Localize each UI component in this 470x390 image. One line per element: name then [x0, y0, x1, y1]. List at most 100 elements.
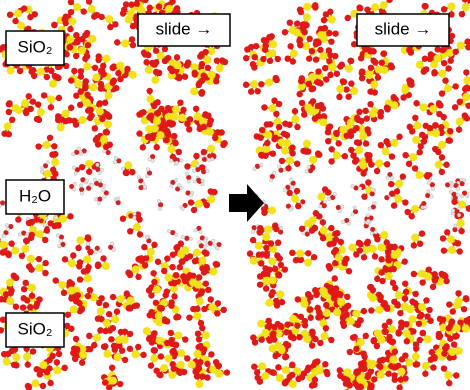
silicon-atom	[202, 331, 210, 339]
silicon-atom	[394, 195, 402, 203]
hydrogen-atom	[180, 186, 184, 190]
silicon-atom	[11, 247, 19, 255]
oxygen-atom	[42, 237, 48, 243]
oxygen-atom	[47, 380, 53, 386]
silicon-atom	[189, 279, 197, 287]
oxygen-atom	[53, 277, 59, 283]
oxygen-atom	[326, 30, 332, 36]
hydrogen-atom	[0, 204, 2, 208]
silicon-atom	[68, 17, 76, 25]
oxygen-atom	[202, 49, 208, 55]
silicon-atom	[264, 131, 272, 139]
oxygen-atom	[426, 307, 432, 313]
oxygen-atom	[327, 72, 333, 78]
oxygen-atom	[397, 310, 403, 316]
oxygen-atom	[312, 115, 318, 121]
oxygen-atom	[374, 168, 380, 174]
hydrogen-atom	[40, 170, 44, 174]
silicon-atom	[333, 308, 341, 316]
oxygen-atom	[294, 20, 300, 26]
hydrogen-atom	[338, 209, 342, 213]
oxygen-atom	[199, 325, 205, 331]
silicon-atom	[264, 225, 272, 233]
oxygen-atom	[127, 228, 133, 234]
oxygen-atom	[184, 163, 190, 169]
oxygen-atom	[87, 249, 93, 255]
oxygen-atom	[159, 123, 165, 129]
hydrogen-atom	[213, 244, 217, 248]
hydrogen-atom	[212, 239, 216, 243]
oxygen-atom	[7, 12, 13, 18]
oxygen-atom	[258, 152, 264, 158]
silicon-atom	[369, 294, 377, 302]
hydrogen-atom	[431, 187, 435, 191]
oxygen-atom	[136, 216, 142, 222]
silicon-atom	[196, 380, 204, 388]
silicon-atom	[105, 91, 113, 99]
oxygen-atom	[275, 239, 281, 245]
oxygen-atom	[8, 240, 14, 246]
silicon-atom	[412, 353, 420, 361]
silicon-atom	[344, 368, 352, 376]
oxygen-atom	[177, 99, 183, 105]
oxygen-atom	[372, 89, 378, 95]
oxygen-atom	[311, 254, 317, 260]
oxygen-atom	[161, 268, 167, 274]
oxygen-atom	[169, 264, 175, 270]
oxygen-atom	[412, 300, 418, 306]
oxygen-atom	[30, 348, 36, 354]
oxygen-atom	[203, 264, 209, 270]
oxygen-atom	[279, 158, 285, 164]
silicon-atom	[462, 93, 470, 101]
oxygen-atom	[286, 122, 292, 128]
hydrogen-atom	[96, 163, 100, 167]
oxygen-atom	[361, 354, 367, 360]
silicon-atom	[174, 61, 182, 69]
oxygen-atom	[62, 256, 68, 262]
silicon-atom	[6, 297, 14, 305]
oxygen-atom	[322, 25, 328, 31]
oxygen-atom	[98, 14, 104, 20]
hydrogen-atom	[210, 157, 214, 161]
silicon-atom	[289, 315, 297, 323]
oxygen-atom	[360, 363, 366, 369]
oxygen-atom	[84, 53, 90, 59]
oxygen-atom	[296, 334, 302, 340]
oxygen-atom	[269, 369, 275, 375]
oxygen-atom	[388, 339, 394, 345]
oxygen-atom	[28, 266, 34, 272]
silicon-atom	[303, 3, 311, 11]
silicon-atom	[114, 353, 122, 361]
oxygen-atom	[153, 69, 159, 75]
oxygen-atom	[140, 352, 146, 358]
oxygen-atom	[23, 280, 29, 286]
oxygen-atom	[164, 255, 170, 261]
silicon-atom	[156, 337, 164, 345]
hydrogen-atom	[454, 224, 458, 228]
silicon-atom	[380, 1, 388, 9]
oxygen-atom	[258, 260, 264, 266]
oxygen-atom	[120, 10, 126, 16]
oxygen-atom	[298, 9, 304, 15]
silicon-atom	[338, 246, 346, 254]
arrow	[229, 184, 264, 222]
silicon-atom	[424, 273, 432, 281]
oxygen-atom	[192, 71, 198, 77]
silicon-atom	[14, 9, 22, 17]
hydrogen-atom	[289, 208, 293, 212]
hydrogen-atom	[201, 182, 205, 186]
oxygen-atom	[309, 48, 315, 54]
oxygen-atom	[157, 305, 163, 311]
silicon-atom	[378, 336, 386, 344]
oxygen-atom	[416, 321, 422, 327]
oxygen-atom	[402, 352, 408, 358]
oxygen-atom	[68, 105, 74, 111]
oxygen-atom	[176, 74, 182, 80]
hydrogen-atom	[327, 197, 331, 201]
oxygen-atom	[430, 284, 436, 290]
silicon-atom	[150, 354, 158, 362]
oxygen-atom	[166, 119, 172, 125]
oxygen-atom	[276, 272, 282, 278]
silicon-atom	[458, 200, 466, 208]
oxygen-atom	[150, 270, 156, 276]
